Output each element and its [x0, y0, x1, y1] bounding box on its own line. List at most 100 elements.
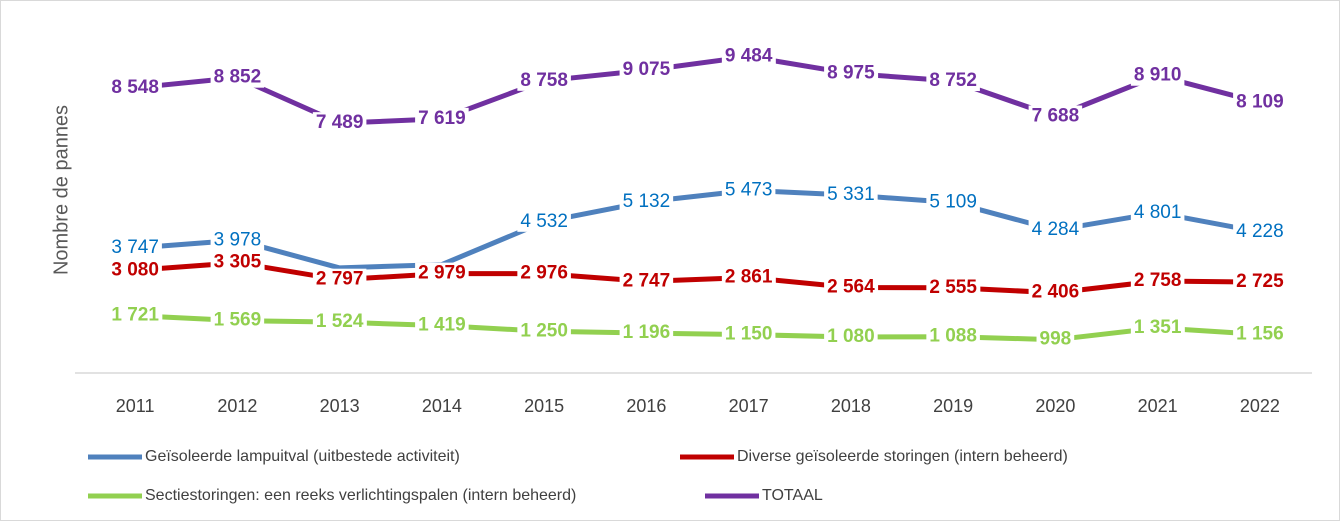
data-label: 8 975: [827, 63, 875, 84]
data-label: 4 532: [520, 211, 568, 232]
data-label: 3 978: [214, 229, 262, 250]
label-background: [1130, 316, 1185, 338]
data-label: 2 406: [1032, 282, 1080, 303]
legend-label: Sectiestoringen: een reeks verlichtingsp…: [145, 487, 576, 504]
data-label: 8 109: [1236, 91, 1284, 112]
label-background: [108, 237, 162, 259]
data-label: 7 619: [418, 108, 466, 129]
label-background: [108, 76, 162, 98]
x-tick-label: 2015: [524, 396, 564, 416]
data-label: 5 132: [623, 191, 671, 212]
label-background: [312, 311, 367, 333]
x-tick-label: 2021: [1138, 396, 1178, 416]
data-label: 1 419: [418, 315, 466, 336]
data-label: 1 080: [827, 326, 875, 347]
data-label: 8 852: [214, 67, 262, 88]
data-label: 8 752: [929, 70, 977, 91]
data-label: 1 196: [623, 322, 671, 343]
label-background: [108, 259, 162, 281]
label-background: [1036, 328, 1075, 350]
data-label: 1 150: [725, 324, 773, 345]
label-background: [210, 66, 265, 88]
x-tick-label: 2017: [729, 396, 769, 416]
data-label: 5 331: [827, 184, 875, 205]
x-tick-label: 2013: [320, 396, 360, 416]
data-label: 7 489: [316, 112, 364, 133]
data-label: 9 484: [725, 46, 773, 67]
label-background: [517, 320, 571, 342]
x-tick-label: 2016: [626, 396, 666, 416]
label-background: [1130, 64, 1185, 86]
data-label: 1 524: [316, 311, 364, 332]
data-label: 8 758: [520, 70, 568, 91]
label-background: [1233, 323, 1287, 345]
label-background: [824, 276, 879, 298]
x-tick-label: 2020: [1035, 396, 1075, 416]
label-background: [926, 325, 980, 347]
label-background: [108, 304, 163, 326]
label-background: [926, 191, 980, 213]
label-background: [824, 325, 878, 347]
label-background: [1130, 201, 1185, 223]
label-background: [415, 107, 469, 129]
label-background: [517, 262, 571, 284]
data-label: 2 976: [520, 263, 568, 284]
data-label: 1 250: [520, 320, 568, 341]
data-label: 998: [1040, 329, 1072, 350]
data-label: 5 473: [725, 179, 773, 200]
y-axis-label: Nombre de pannes: [50, 105, 72, 275]
label-background: [721, 45, 776, 67]
label-background: [1233, 220, 1287, 242]
data-label: 2 797: [316, 269, 364, 290]
data-label: 3 747: [111, 237, 159, 258]
data-label: 2 979: [418, 263, 466, 284]
x-tick-label: 2018: [831, 396, 871, 416]
label-background: [926, 70, 980, 92]
label-background: [1233, 91, 1287, 113]
data-label: 7 688: [1032, 106, 1080, 127]
data-label: 2 758: [1134, 270, 1182, 291]
label-background: [210, 309, 265, 331]
label-background: [1130, 269, 1185, 291]
label-background: [824, 62, 879, 84]
label-background: [824, 184, 878, 206]
data-label: 1 088: [929, 326, 977, 347]
label-background: [619, 59, 674, 81]
data-label: 1 351: [1134, 317, 1182, 338]
data-label: 1 721: [111, 305, 159, 326]
label-background: [517, 210, 571, 232]
label-background: [210, 229, 265, 251]
data-label: 4 284: [1032, 219, 1080, 240]
label-background: [926, 276, 981, 298]
x-tick-label: 2019: [933, 396, 973, 416]
data-label: 8 548: [111, 77, 159, 98]
label-background: [312, 268, 367, 290]
label-background: [1028, 105, 1083, 127]
label-background: [517, 69, 571, 91]
data-label: 2 725: [1236, 271, 1284, 292]
data-label: 3 305: [214, 252, 262, 273]
data-label: 2 747: [623, 270, 671, 291]
legend-label: Geïsoleerde lampuitval (uitbestede activ…: [145, 448, 460, 465]
data-label: 3 080: [111, 259, 159, 280]
x-tick-label: 2011: [116, 396, 155, 416]
data-label: 1 569: [214, 310, 262, 331]
label-background: [415, 314, 469, 336]
legend-label: TOTAAL: [762, 487, 823, 504]
label-background: [210, 251, 265, 273]
label-background: [1233, 271, 1288, 293]
data-label: 2 555: [929, 277, 977, 298]
data-label: 2 861: [725, 267, 773, 288]
legend-label: Diverse geïsoleerde storingen (intern be…: [737, 448, 1068, 465]
data-label: 4 801: [1134, 202, 1182, 223]
x-tick-label: 2012: [217, 396, 257, 416]
label-background: [619, 270, 674, 292]
data-label: 1 156: [1236, 323, 1284, 344]
label-background: [619, 190, 674, 212]
data-label: 9 075: [623, 59, 671, 80]
label-background: [721, 266, 776, 288]
x-tick-label: 2014: [422, 396, 462, 416]
data-label: 4 228: [1236, 221, 1284, 242]
label-background: [415, 262, 469, 284]
